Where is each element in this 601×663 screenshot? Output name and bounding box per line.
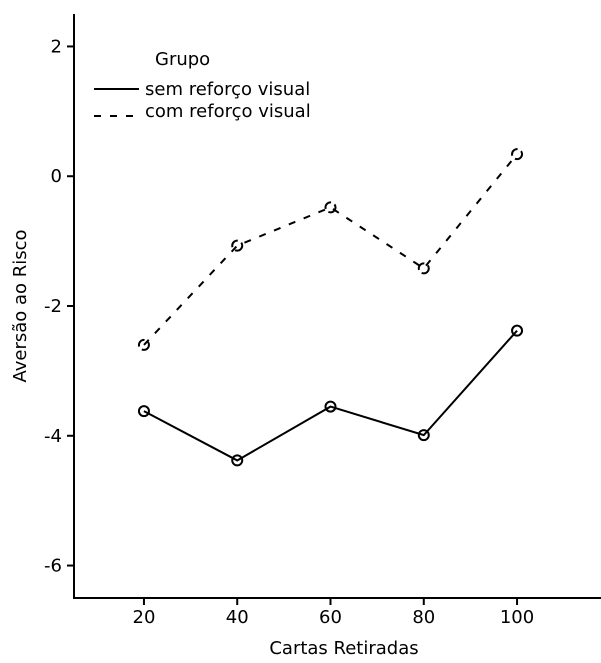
y-tick-label: -4	[44, 426, 62, 447]
series-line-1	[143, 153, 518, 346]
series-1-point	[137, 338, 150, 351]
x-tick-label: 20	[133, 607, 156, 628]
y-axis-label: Aversão ao Risco	[10, 229, 31, 382]
series-1-point	[511, 148, 524, 161]
legend-label-sem-reforco: sem reforço visual	[145, 79, 310, 100]
series-0-point	[324, 400, 337, 413]
y-tick-label: 0	[51, 166, 62, 187]
x-axis-label: Cartas Retiradas	[269, 638, 418, 659]
x-tick-label: 80	[412, 607, 435, 628]
series-layer	[137, 148, 524, 467]
x-axis-ticks: 20 40 60 80 100	[133, 598, 534, 628]
y-tick-label: -6	[44, 556, 62, 577]
series-0-point	[231, 454, 244, 467]
x-tick-label: 40	[226, 607, 249, 628]
series-0-point	[511, 324, 524, 337]
series-line-0	[143, 329, 518, 462]
legend-label-com-reforco: com reforço visual	[145, 101, 311, 122]
y-axis-ticks: -6 -4 -2 0 2	[44, 36, 74, 577]
x-tick-label: 100	[500, 607, 534, 628]
series-1-point	[324, 201, 337, 214]
series-0-point	[417, 429, 430, 442]
series-1-point	[231, 239, 244, 252]
y-tick-label: -2	[44, 296, 62, 317]
series-0-point	[137, 405, 150, 418]
y-tick-label: 2	[51, 36, 62, 57]
series-1-point	[417, 262, 430, 275]
legend: Grupo sem reforço visual com reforço vis…	[94, 49, 311, 122]
legend-title: Grupo	[155, 49, 210, 70]
x-tick-label: 60	[319, 607, 342, 628]
